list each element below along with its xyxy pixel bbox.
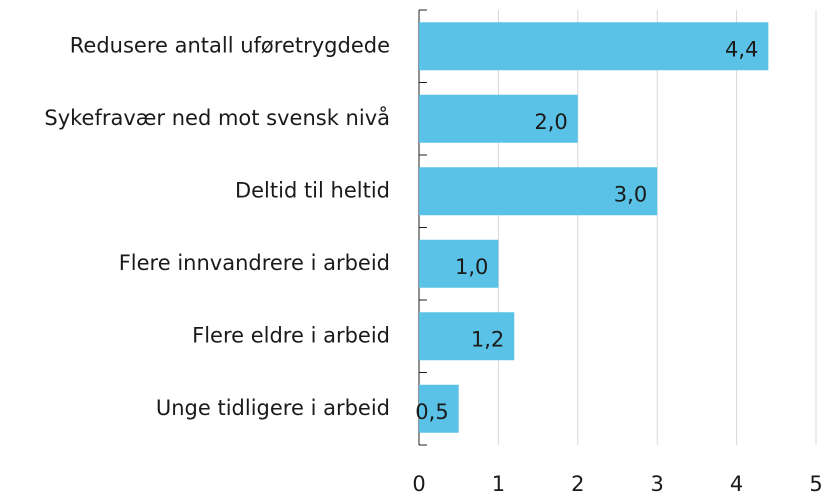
bar [419,22,769,71]
value-label: 1,2 [471,327,504,351]
value-label: 3,0 [614,182,647,206]
bar [419,384,459,433]
value-label: 1,0 [455,255,488,279]
x-tick-label: 4 [730,472,743,495]
y-tick-label: Sykefravær ned mot svensk nivå [44,105,390,130]
x-tick-label: 2 [571,472,584,495]
value-label: 0,5 [415,400,448,424]
y-tick-label: Redusere antall uføretrygdede [70,33,390,57]
bar [419,312,515,361]
bar [419,94,578,143]
bar [419,167,658,216]
y-tick-label: Flere innvandrere i arbeid [119,251,390,275]
y-tick-label: Unge tidligere i arbeid [156,396,390,420]
y-tick-label: Deltid til heltid [235,178,390,202]
x-tick-label: 3 [651,472,664,495]
bar [419,239,499,288]
x-tick-label: 5 [809,472,822,495]
x-tick-label: 1 [492,472,505,495]
value-label: 2,0 [534,110,567,134]
value-label: 4,4 [725,37,758,61]
y-tick-label: Flere eldre i arbeid [192,323,390,347]
x-tick-label: 0 [412,472,425,495]
